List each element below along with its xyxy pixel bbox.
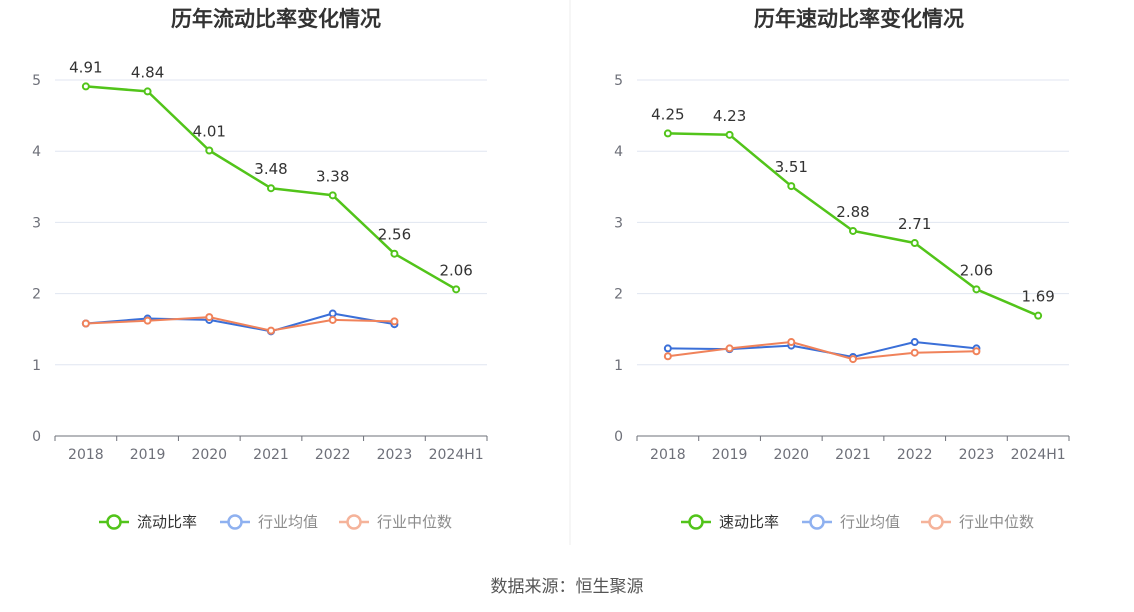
data-point [452, 285, 461, 294]
legend-symbol-marker [928, 514, 944, 530]
data-label: 3.48 [254, 160, 287, 178]
data-point [143, 316, 152, 325]
legend-label: 流动比率 [137, 513, 197, 531]
data-point [972, 347, 981, 356]
x-tick-label: 2019 [712, 447, 748, 463]
y-tick-label: 2 [614, 287, 623, 303]
legend-label: 行业中位数 [377, 513, 452, 531]
x-tick-label: 2023 [377, 447, 413, 463]
x-tick-label: 2024H1 [429, 447, 484, 463]
data-point [849, 355, 857, 364]
data-label: 3.38 [316, 167, 349, 185]
legend-label: 行业均值 [258, 513, 318, 531]
series-line [667, 132, 1039, 317]
data-label: 4.01 [193, 122, 226, 140]
chart-title: 历年流动比率变化情况 [171, 7, 381, 31]
series-line [667, 341, 977, 361]
data-point [725, 130, 734, 139]
legend-symbol-marker [227, 514, 243, 530]
x-tick-label: 2024H1 [1011, 447, 1066, 463]
series-line [85, 312, 395, 333]
x-tick-label: 2021 [835, 447, 871, 463]
data-point [390, 317, 399, 326]
x-tick-label: 2019 [130, 447, 166, 463]
y-tick-label: 1 [614, 358, 623, 374]
legend-symbol-marker [809, 514, 825, 530]
data-point [725, 344, 734, 353]
legend-symbol-marker [346, 514, 362, 530]
x-tick-label: 2021 [253, 447, 289, 463]
data-point [849, 226, 857, 235]
y-tick-label: 5 [614, 73, 623, 89]
data-label: 2.71 [898, 215, 931, 233]
legend-symbol-marker [688, 514, 704, 530]
y-tick-label: 0 [32, 429, 41, 445]
legend-label: 行业中位数 [959, 513, 1034, 531]
data-point [910, 338, 919, 347]
data-point [81, 319, 90, 328]
data-point [81, 82, 90, 91]
data-point [787, 338, 796, 347]
data-point [663, 129, 672, 138]
data-point [910, 239, 919, 248]
y-tick-label: 4 [614, 144, 623, 160]
data-label: 2.06 [960, 261, 993, 279]
y-tick-label: 2 [32, 287, 41, 303]
x-tick-label: 2018 [650, 447, 686, 463]
y-tick-label: 4 [32, 144, 41, 160]
x-tick-label: 2020 [191, 447, 227, 463]
data-label: 3.51 [775, 158, 808, 176]
quick-ratio-chart: 历年速动比率变化情况 0 1 2 3 4 5 2018 2019 2020 2021 2022 2023… [614, 7, 1070, 531]
x-tick-label: 2022 [315, 447, 351, 463]
data-point [663, 352, 672, 361]
data-point [328, 309, 337, 318]
data-point [328, 191, 337, 200]
y-tick-label: 0 [614, 429, 623, 445]
legend-symbol-marker [106, 514, 122, 530]
data-point [267, 184, 275, 193]
data-label: 4.91 [69, 58, 102, 76]
data-label: 4.84 [131, 63, 164, 81]
data-point [328, 315, 337, 324]
data-label: 4.25 [651, 105, 684, 123]
data-point [143, 87, 152, 96]
y-tick-label: 1 [32, 358, 41, 374]
x-tick-label: 2023 [959, 447, 995, 463]
x-tick-label: 2020 [773, 447, 809, 463]
data-point [390, 249, 399, 258]
data-point [972, 285, 981, 294]
x-tick-label: 2022 [897, 447, 933, 463]
data-label: 1.69 [1021, 288, 1054, 306]
y-tick-label: 3 [32, 215, 41, 231]
y-tick-label: 5 [32, 73, 41, 89]
data-point [663, 344, 672, 353]
series-line [85, 316, 395, 332]
y-tick-label: 3 [614, 215, 623, 231]
data-point [787, 182, 796, 191]
legend-label: 行业均值 [840, 513, 900, 531]
data-point [205, 146, 214, 155]
data-label: 2.88 [836, 203, 869, 221]
legend-label: 速动比率 [719, 513, 779, 531]
data-point [267, 326, 275, 335]
data-point [1034, 311, 1043, 320]
chart-title: 历年速动比率变化情况 [754, 7, 964, 31]
data-source: 数据来源：恒生聚源 [491, 577, 644, 597]
data-point [205, 313, 214, 322]
data-label: 2.06 [439, 261, 472, 279]
current-ratio-chart: 历年流动比率变化情况 0 1 2 3 4 5 2018 2019 2020 2021 2022 2023… [32, 7, 488, 531]
data-label: 4.23 [713, 107, 746, 125]
data-point [910, 348, 919, 357]
x-tick-label: 2018 [68, 447, 104, 463]
data-label: 2.56 [378, 226, 411, 244]
